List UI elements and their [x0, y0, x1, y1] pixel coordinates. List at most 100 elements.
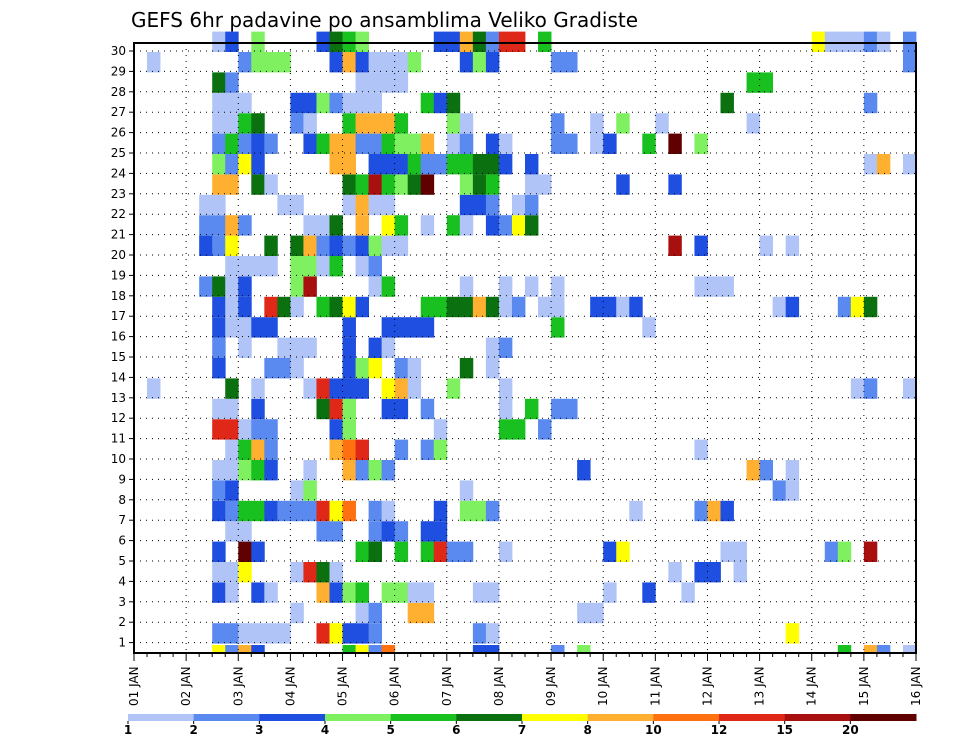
heatmap-cell — [420, 398, 435, 420]
legend-swatch — [653, 714, 720, 721]
heatmap-cell — [420, 439, 435, 460]
heatmap-cell — [420, 154, 435, 175]
heatmap-cell — [342, 317, 356, 338]
heatmap-cell — [863, 154, 878, 175]
heatmap-cell — [329, 92, 343, 114]
heatmap-cell — [147, 52, 161, 73]
heatmap-cell — [446, 31, 461, 52]
heatmap-cell — [707, 500, 721, 522]
heatmap-cell — [316, 562, 330, 583]
heatmap-cell — [433, 296, 448, 318]
heatmap-cell — [407, 582, 422, 603]
heatmap-cell — [459, 52, 474, 73]
heatmap-cell — [381, 154, 396, 175]
heatmap-cell — [290, 92, 304, 114]
heatmap-cell — [863, 31, 878, 52]
heatmap-cell — [472, 500, 487, 522]
heatmap-cell — [264, 174, 278, 195]
heatmap-cell — [290, 562, 304, 583]
heatmap-cell — [225, 582, 239, 603]
heatmap-cell — [238, 419, 252, 440]
heatmap-cell — [603, 541, 617, 562]
heatmap-cell — [251, 419, 265, 440]
heatmap-cell — [459, 276, 474, 297]
heatmap-cell — [498, 296, 513, 318]
heatmap-cell — [368, 235, 383, 256]
heatmap-cell — [824, 541, 839, 562]
heatmap-cell — [342, 645, 356, 653]
heatmap-cell — [238, 296, 252, 318]
heatmap-cell — [277, 337, 291, 358]
heatmap-cell — [785, 460, 800, 481]
heatmap-cell — [394, 541, 409, 562]
heatmap-cell — [381, 645, 396, 653]
heatmap-cell — [316, 521, 330, 542]
heatmap-cell — [225, 317, 239, 338]
heatmap-cell — [316, 256, 330, 277]
heatmap-cell — [525, 276, 539, 297]
heatmap-cell — [498, 215, 513, 236]
heatmap-cell — [407, 154, 422, 175]
heatmap-cell — [303, 235, 317, 256]
heatmap-cell — [498, 398, 513, 420]
heatmap-cell — [538, 296, 552, 318]
heatmap-cell — [616, 296, 630, 318]
x-tick-label: 06 JAN — [388, 666, 402, 706]
heatmap-cell — [511, 194, 526, 216]
heatmap-cell — [225, 174, 239, 195]
heatmap-cell — [498, 31, 513, 52]
heatmap-cell — [329, 582, 343, 603]
heatmap-cell — [212, 215, 226, 236]
heatmap-cell — [225, 133, 239, 154]
heatmap-cell — [694, 500, 708, 522]
heatmap-cell — [264, 296, 278, 318]
heatmap-cell — [720, 500, 734, 522]
heatmap-cell — [498, 378, 513, 399]
heatmap-cell — [355, 52, 369, 73]
heatmap-cell — [238, 562, 252, 583]
heatmap-cell — [420, 133, 435, 154]
legend-label: 1 — [124, 723, 132, 737]
y-axis: 1234567891011121314151617181920212223242… — [111, 44, 134, 650]
heatmap-cell — [394, 521, 409, 542]
heatmap-cell — [303, 337, 317, 358]
heatmap-cell — [616, 541, 630, 562]
heatmap-cell — [551, 317, 565, 338]
heatmap-cell — [902, 31, 917, 52]
heatmap-cell — [225, 72, 239, 93]
heatmap-cell — [225, 256, 239, 277]
heatmap-cell — [238, 256, 252, 277]
heatmap-cell — [225, 439, 239, 460]
heatmap-cell — [355, 602, 369, 624]
heatmap-cell — [407, 378, 422, 399]
heatmap-cell — [225, 154, 239, 175]
heatmap-cell — [303, 460, 317, 481]
heatmap-cell — [498, 337, 513, 358]
heatmap-cell — [407, 602, 422, 624]
heatmap-cell — [446, 215, 461, 236]
x-tick-label: 03 JAN — [231, 666, 245, 706]
y-tick-label: 16 — [111, 330, 126, 344]
heatmap-cell — [472, 174, 487, 195]
heatmap-cell — [355, 235, 369, 256]
heatmap-cell — [407, 358, 422, 379]
heatmap-cell — [381, 521, 396, 542]
y-tick-label: 12 — [111, 411, 126, 425]
y-tick-label: 7 — [118, 513, 126, 527]
heatmap-cell — [668, 174, 682, 195]
heatmap-cell — [329, 439, 343, 460]
heatmap-cell — [459, 133, 474, 154]
legend-label: 3 — [255, 723, 263, 737]
heatmap-cell — [355, 31, 369, 52]
heatmap-cell — [342, 194, 356, 216]
heatmap-cell — [277, 194, 291, 216]
heatmap-cell — [251, 500, 265, 522]
heatmap-cell — [212, 419, 226, 440]
heatmap-cell — [850, 296, 865, 318]
heatmap-cell — [485, 645, 500, 653]
heatmap-cell — [472, 645, 487, 653]
heatmap-cell — [485, 194, 500, 216]
heatmap-cell — [538, 174, 552, 195]
heatmap-cell — [381, 378, 396, 399]
heatmap-cell — [342, 154, 356, 175]
